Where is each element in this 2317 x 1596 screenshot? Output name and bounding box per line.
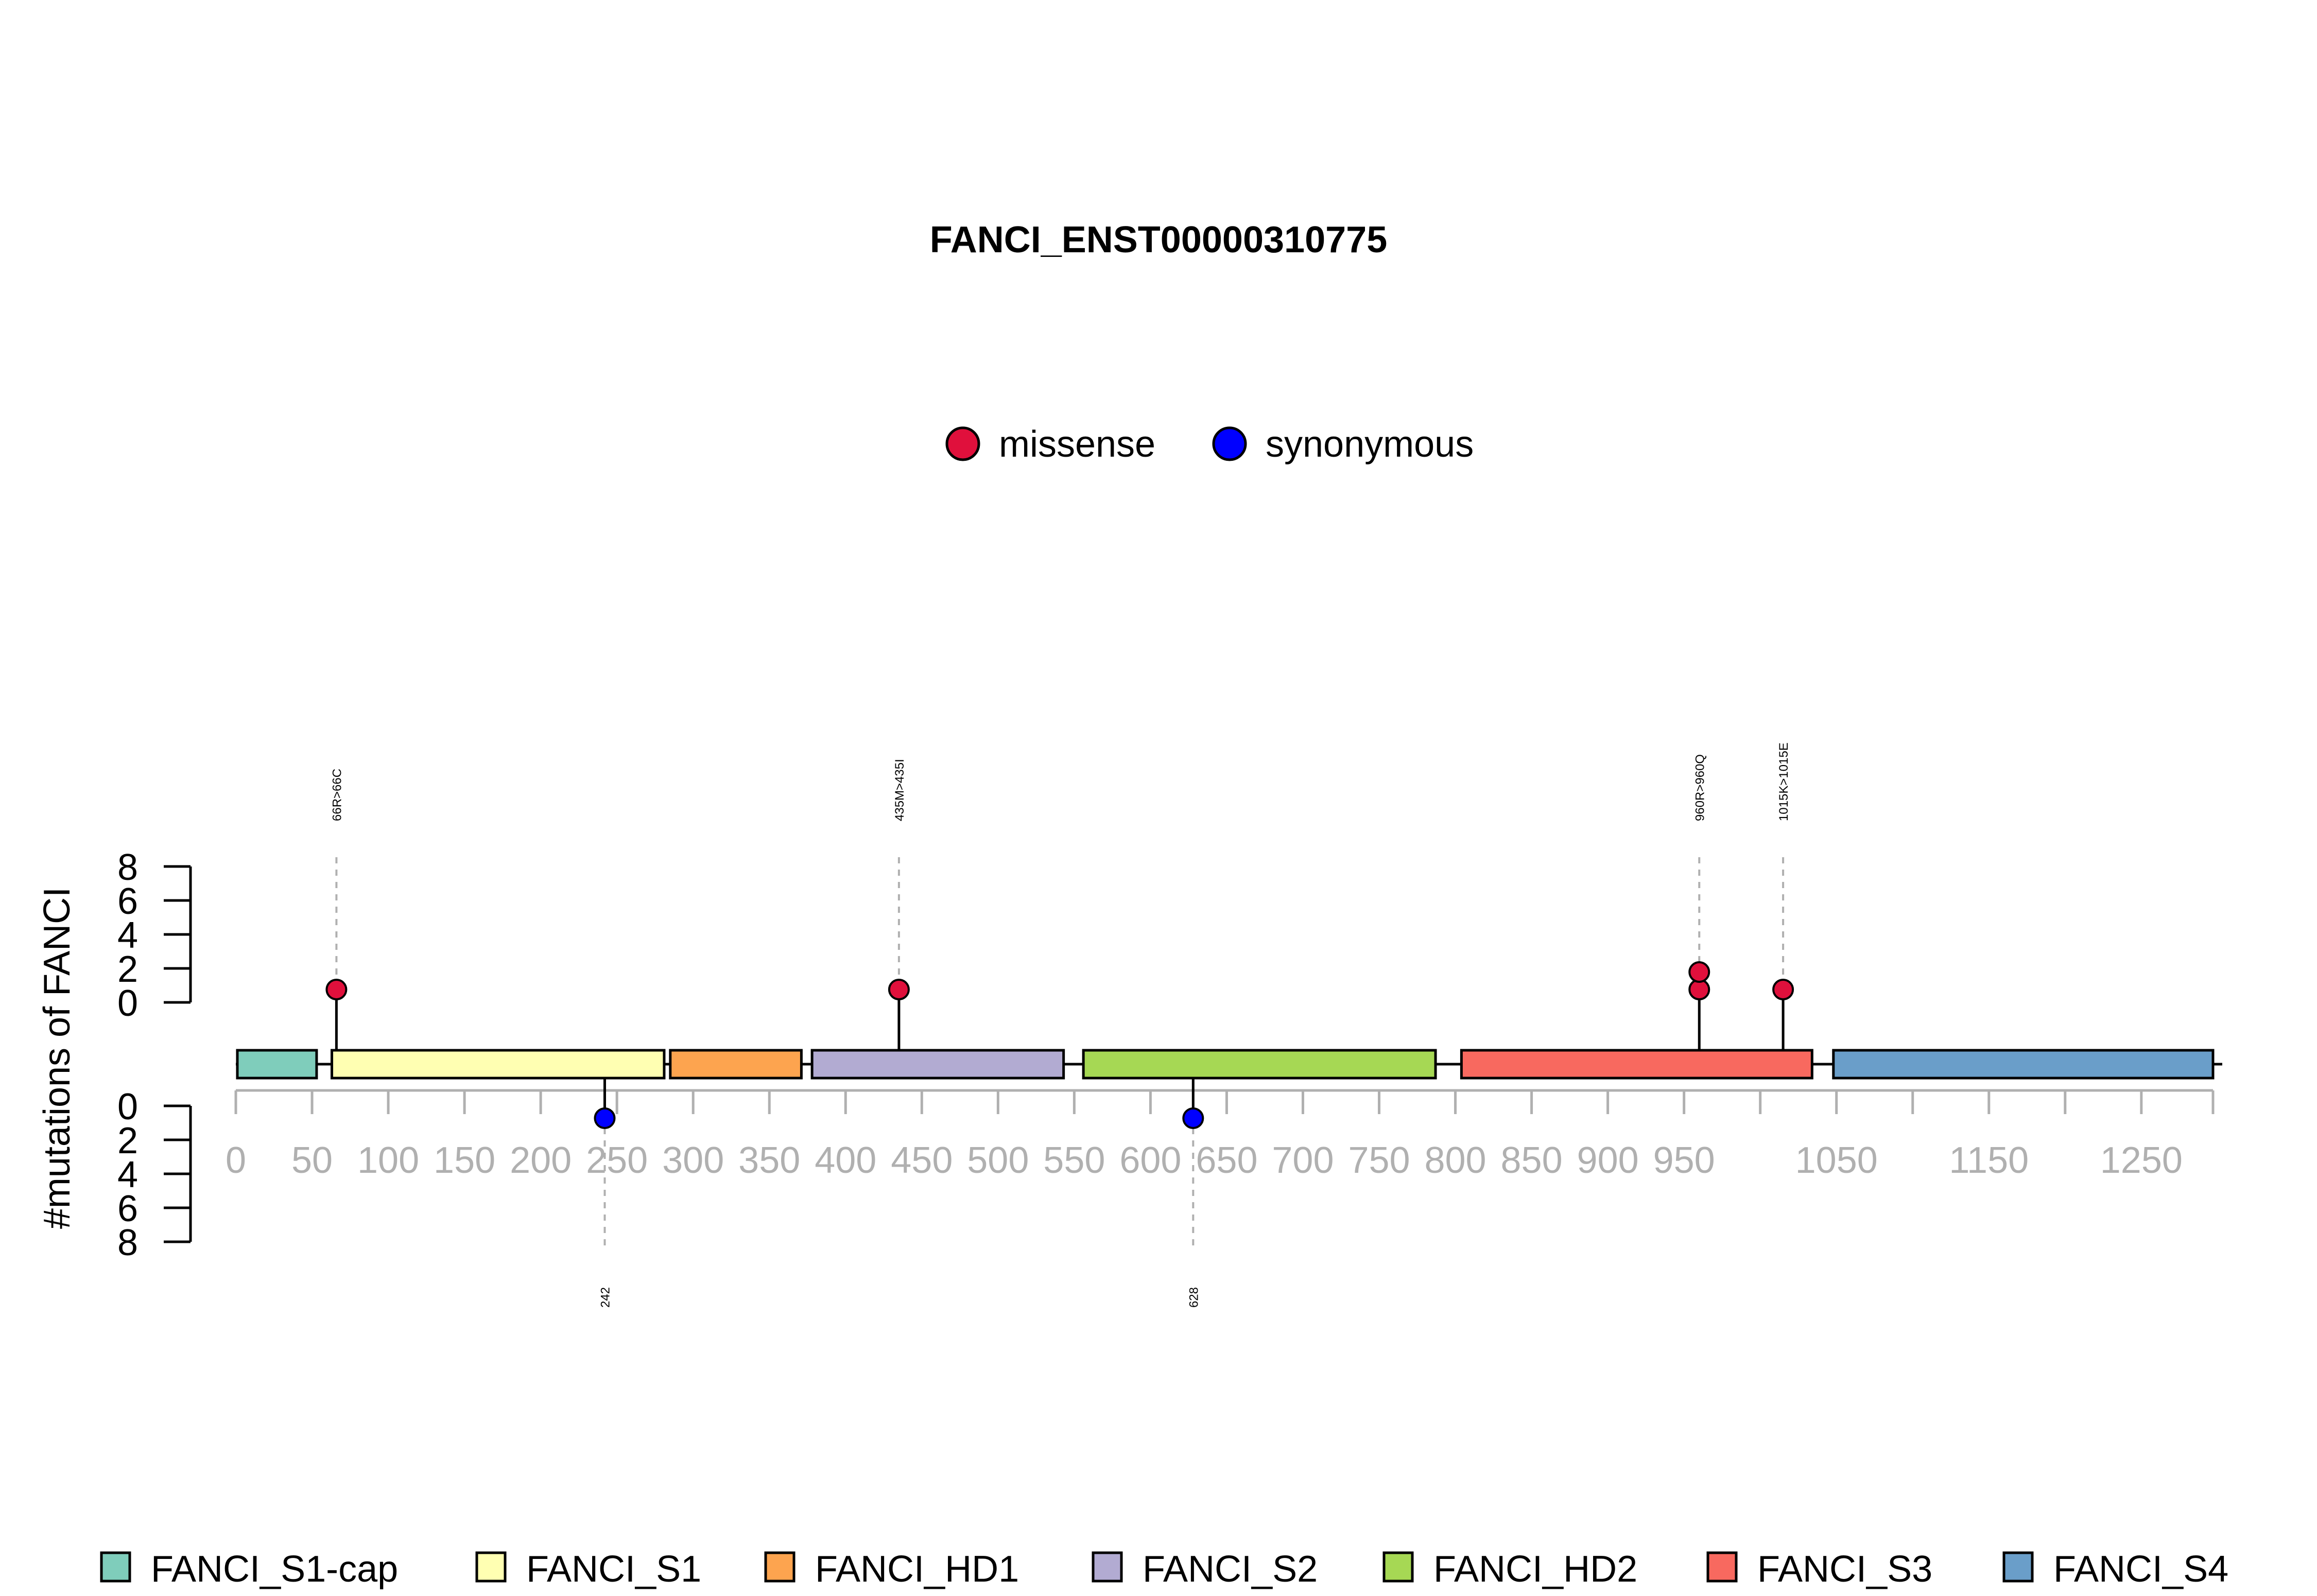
x-tick-label-100: 100 bbox=[357, 1140, 419, 1181]
x-tick-label-900: 900 bbox=[1577, 1140, 1639, 1181]
mutation-dots bbox=[325, 961, 1794, 1129]
y-axis-label: #mutations of FANCI bbox=[37, 887, 78, 1229]
x-tick-label-1050: 1050 bbox=[1795, 1140, 1878, 1181]
legend-label-FANCI_S1-cap: FANCI_S1-cap bbox=[151, 1549, 398, 1590]
x-tick-label-200: 200 bbox=[510, 1140, 572, 1181]
x-tick-label-250: 250 bbox=[586, 1140, 648, 1181]
x-tick-label-400: 400 bbox=[815, 1140, 876, 1181]
x-tick-label-0: 0 bbox=[226, 1140, 246, 1181]
upper-y-tick-label-8: 8 bbox=[117, 847, 138, 888]
legend-label-FANCI_S3: FANCI_S3 bbox=[1757, 1549, 1932, 1590]
legend-swatch-FANCI_HD1 bbox=[764, 1551, 796, 1583]
mutation-lollipops: 66R>66C 435M>435I 960R>960Q 1015K>1015E 242 6… bbox=[330, 742, 1791, 1308]
domain-FANCI_S2 bbox=[810, 1049, 1065, 1080]
domain-legend: FANCI_S1-cap FANCI_S1 FANCI_HD1 FANCI_S2 FAN… bbox=[100, 1549, 2228, 1590]
x-tick-label-600: 600 bbox=[1119, 1140, 1181, 1181]
chart-title: FANCI_ENST00000310775 bbox=[930, 219, 1388, 261]
legend-swatch-FANCI_S1 bbox=[475, 1551, 507, 1583]
mutation-dot-1015-1 bbox=[1772, 979, 1794, 1000]
x-tick-label-1250: 1250 bbox=[2100, 1140, 2183, 1181]
mutation-label-628: 628 bbox=[1187, 1287, 1201, 1308]
domain-FANCI_S3 bbox=[1460, 1049, 1813, 1080]
mutation-type-legend: missense synonymous bbox=[945, 424, 1474, 465]
mutation-dot-628-1 bbox=[1182, 1107, 1204, 1129]
legend-label-FANCI_HD1: FANCI_HD1 bbox=[815, 1549, 1019, 1590]
x-tick-label-150: 150 bbox=[434, 1140, 495, 1181]
legend-label-FANCI_S4: FANCI_S4 bbox=[2053, 1549, 2228, 1590]
x-axis: 0 50 100 150 200 250 300 350 400 450 500 550 600 650 7… bbox=[226, 1089, 2215, 1181]
upper-y-tick-label-6: 6 bbox=[117, 881, 138, 922]
protein-domains bbox=[236, 1049, 2215, 1080]
upper-y-tick-label-0: 0 bbox=[117, 983, 138, 1024]
lower-y-tick-label-8: 8 bbox=[117, 1222, 138, 1263]
legend-swatch-FANCI_S2 bbox=[1092, 1551, 1123, 1583]
domain-FANCI_HD1 bbox=[669, 1049, 803, 1080]
lower-y-tick-label-4: 4 bbox=[117, 1154, 138, 1195]
x-tick-label-1150: 1150 bbox=[1949, 1140, 2029, 1181]
domain-FANCI_S4 bbox=[1832, 1049, 2215, 1080]
legend-label-FANCI_HD2: FANCI_HD2 bbox=[1433, 1549, 1637, 1590]
x-tick-label-700: 700 bbox=[1272, 1140, 1334, 1181]
lower-y-tick-label-0: 0 bbox=[117, 1086, 138, 1127]
legend-swatch-FANCI_HD2 bbox=[1382, 1551, 1414, 1583]
x-tick-label-750: 750 bbox=[1348, 1140, 1410, 1181]
mutation-label-1015: 1015K>1015E bbox=[1777, 742, 1791, 821]
x-tick-label-550: 550 bbox=[1043, 1140, 1105, 1181]
x-tick-label-650: 650 bbox=[1196, 1140, 1257, 1181]
x-tick-label-500: 500 bbox=[967, 1140, 1029, 1181]
legend-marker-missense bbox=[945, 426, 980, 461]
mutation-label-960: 960R>960Q bbox=[1693, 754, 1707, 821]
mutation-label-435: 435M>435I bbox=[893, 759, 907, 821]
mutation-label-242: 242 bbox=[598, 1287, 612, 1308]
lower-y-tick-label-2: 2 bbox=[117, 1120, 138, 1161]
legend-swatch-FANCI_S4 bbox=[2002, 1551, 2034, 1583]
x-tick-label-950: 950 bbox=[1653, 1140, 1715, 1181]
lower-y-tick-label-6: 6 bbox=[117, 1188, 138, 1229]
legend-label-missense: missense bbox=[999, 424, 1155, 465]
x-tick-label-850: 850 bbox=[1501, 1140, 1563, 1181]
legend-swatch-FANCI_S1-cap bbox=[100, 1551, 131, 1583]
x-tick-label-450: 450 bbox=[891, 1140, 953, 1181]
x-tick-label-50: 50 bbox=[291, 1140, 333, 1181]
mutation-dot-960-2 bbox=[1688, 961, 1710, 983]
legend-label-synonymous: synonymous bbox=[1266, 424, 1474, 465]
mutation-dot-435-1 bbox=[888, 979, 910, 1000]
mutation-label-66: 66R>66C bbox=[330, 769, 344, 821]
legend-marker-synonymous bbox=[1212, 426, 1247, 461]
domain-FANCI_HD2 bbox=[1082, 1049, 1437, 1080]
mutation-dot-242-1 bbox=[594, 1107, 616, 1129]
legend-swatch-FANCI_S3 bbox=[1706, 1551, 1738, 1583]
x-tick-label-800: 800 bbox=[1424, 1140, 1486, 1181]
x-tick-label-350: 350 bbox=[738, 1140, 800, 1181]
upper-y-tick-label-4: 4 bbox=[117, 915, 138, 956]
domain-FANCI_S1 bbox=[331, 1049, 666, 1080]
legend-label-FANCI_S2: FANCI_S2 bbox=[1143, 1549, 1318, 1590]
domain-FANCI_S1-cap bbox=[236, 1049, 318, 1080]
mutation-dot-66-1 bbox=[325, 979, 348, 1000]
upper-y-tick-label-2: 2 bbox=[117, 949, 138, 990]
legend-label-FANCI_S1: FANCI_S1 bbox=[526, 1549, 701, 1590]
x-tick-label-300: 300 bbox=[662, 1140, 724, 1181]
